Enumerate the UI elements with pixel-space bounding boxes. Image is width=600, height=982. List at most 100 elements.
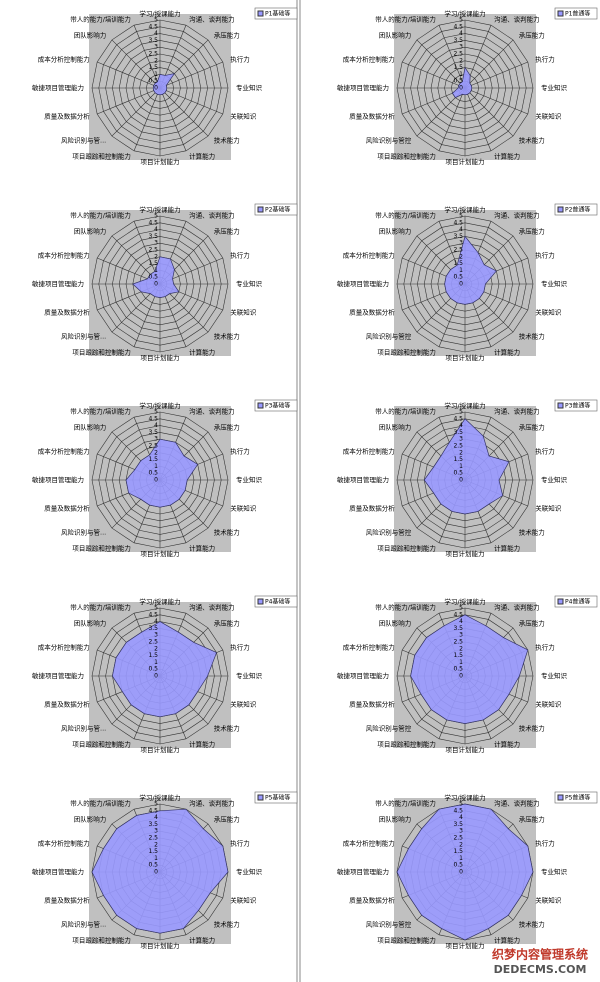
r-tick-label: 1 <box>459 855 463 862</box>
r-tick-label: 3.5 <box>148 429 158 436</box>
axis-label: 成本分析控制能力 <box>343 251 395 260</box>
axis-label: 承压能力 <box>519 227 545 236</box>
radar-area <box>132 256 180 298</box>
axis-label: 关联知识 <box>535 307 562 316</box>
axis-label: 技术能力 <box>214 919 240 928</box>
r-tick-label: 5 <box>154 409 158 416</box>
axis-label: 学习/授课能力 <box>444 205 485 214</box>
legend-box <box>554 203 598 216</box>
r-tick-label: 5 <box>459 17 463 24</box>
r-tick-label: 0 <box>154 477 158 484</box>
r-tick-label: 1.5 <box>148 260 158 267</box>
axis-label: 专业知识 <box>541 83 568 92</box>
axis-label: 承压能力 <box>214 31 240 40</box>
r-tick-label: 0 <box>154 673 158 680</box>
axis-label: 承压能力 <box>519 31 545 40</box>
spoke <box>133 87 161 151</box>
legend-label: P5普通等 <box>565 794 590 802</box>
axis-label: 计算能力 <box>189 739 215 748</box>
axis-label: 承压能力 <box>214 815 240 824</box>
r-tick-label: 1 <box>154 463 158 470</box>
axis-label: 质量及数据分析 <box>349 699 395 708</box>
r-tick-label: 2 <box>459 841 463 848</box>
r-tick-label: 4 <box>459 30 463 37</box>
spoke <box>159 61 223 89</box>
axis-label: 敏捷项目管理能力 <box>32 83 84 92</box>
r-tick-label: 0.5 <box>453 666 463 673</box>
spoke <box>159 87 187 151</box>
r-tick-label: 0 <box>459 281 463 288</box>
r-tick-label: 4.5 <box>148 611 158 618</box>
r-tick-label: 2.5 <box>148 443 158 450</box>
axis-label: 学习/授课能力 <box>444 793 485 802</box>
r-tick-label: 1 <box>154 267 158 274</box>
axis-label: 学习/授课能力 <box>139 205 180 214</box>
r-tick-label: 0 <box>459 477 463 484</box>
axis-label: 项目跟踪和控制能力 <box>377 151 436 160</box>
r-tick-label: 1.5 <box>148 848 158 855</box>
axis-label: 质量及数据分析 <box>44 111 90 120</box>
legend-box <box>254 791 298 804</box>
axis-label: 沟通、谈判能力 <box>494 211 540 220</box>
axis-label: 风险识别与管... <box>61 527 106 536</box>
axis-label: 学习/授课能力 <box>444 597 485 606</box>
legend-swatch <box>557 402 564 409</box>
axis-label: 项目跟踪和控制能力 <box>72 151 131 160</box>
r-tick-label: 3 <box>459 828 463 835</box>
axis-label: 计算能力 <box>494 347 520 356</box>
watermark-title: 织梦内容管理系统 <box>492 947 588 962</box>
r-tick-label: 4 <box>459 814 463 821</box>
axis-label: 专业知识 <box>236 83 263 92</box>
axis-label: 沟通、谈判能力 <box>494 603 540 612</box>
r-tick-label: 3.5 <box>148 37 158 44</box>
r-tick-label: 2.5 <box>453 835 463 842</box>
r-tick-label: 3 <box>154 828 158 835</box>
r-tick-label: 2.5 <box>453 51 463 58</box>
axis-label: 专业知识 <box>236 279 263 288</box>
axis-label: 风险识别与管控 <box>366 331 412 340</box>
axis-label: 敏捷项目管理能力 <box>337 279 389 288</box>
axis-label: 项目计划能力 <box>446 745 485 754</box>
axis-label: 计算能力 <box>494 543 520 552</box>
spoke <box>464 87 528 115</box>
axis-label: 敏捷项目管理能力 <box>337 475 389 484</box>
r-tick-label: 2 <box>154 57 158 64</box>
axis-label: 成本分析控制能力 <box>343 447 395 456</box>
legend-swatch <box>557 794 564 801</box>
legend-label: P2基础等 <box>265 206 290 214</box>
r-tick-label: 2 <box>154 645 158 652</box>
legend-box <box>554 399 598 412</box>
axis-label: 成本分析控制能力 <box>38 55 90 64</box>
axis-label: 带人的能力/培训能力 <box>375 407 436 416</box>
axis-label: 风险识别与管控 <box>366 723 412 732</box>
r-tick-label: 0.5 <box>148 274 158 281</box>
axis-label: 质量及数据分析 <box>44 307 90 316</box>
axis-label: 项目跟踪和控制能力 <box>377 739 436 748</box>
axis-label: 质量及数据分析 <box>349 307 395 316</box>
r-tick-label: 1.5 <box>453 848 463 855</box>
spoke <box>464 87 514 137</box>
axis-label: 带人的能力/培训能力 <box>375 603 436 612</box>
axis-label: 质量及数据分析 <box>44 503 90 512</box>
axis-label: 敏捷项目管理能力 <box>32 475 84 484</box>
axis-label: 带人的能力/培训能力 <box>375 799 436 808</box>
axis-label: 成本分析控制能力 <box>343 643 395 652</box>
axis-label: 团队影响力 <box>74 423 107 432</box>
legend-label: P4普通等 <box>565 598 590 606</box>
r-tick-label: 5 <box>459 213 463 220</box>
axis-label: 技术能力 <box>519 135 545 144</box>
axis-label: 团队影响力 <box>379 423 412 432</box>
axis-label: 敏捷项目管理能力 <box>337 867 389 876</box>
radar-area <box>396 803 534 941</box>
axis-label: 带人的能力/培训能力 <box>70 211 131 220</box>
axis-label: 关联知识 <box>230 503 257 512</box>
axis-label: 技术能力 <box>214 331 240 340</box>
r-tick-label: 0 <box>154 869 158 876</box>
legend-box <box>554 7 598 20</box>
axis-label: 专业知识 <box>541 279 568 288</box>
axis-label: 项目计划能力 <box>141 549 180 558</box>
r-tick-label: 2.5 <box>148 835 158 842</box>
r-tick-label: 1 <box>459 463 463 470</box>
axis-label: 项目跟踪和控制能力 <box>377 935 436 944</box>
